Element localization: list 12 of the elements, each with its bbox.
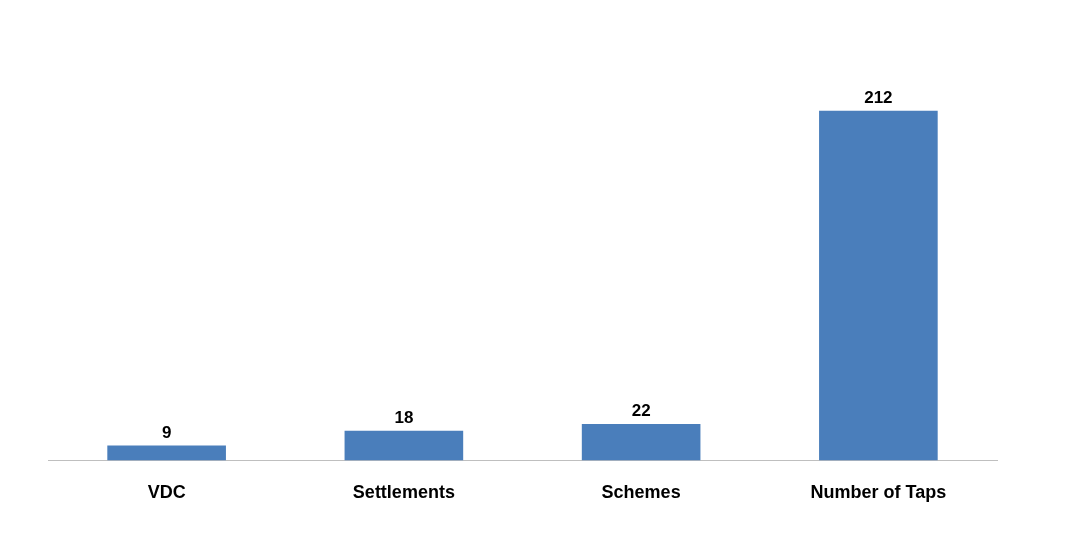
data-label: 22: [631, 401, 651, 421]
data-label: 212: [864, 87, 893, 107]
data-label: 9: [161, 422, 172, 442]
bar: [581, 424, 701, 461]
bar: [819, 110, 938, 461]
x-tick-label: Schemes: [601, 482, 681, 503]
x-tick-label: VDC: [147, 482, 186, 503]
x-tick-label: Number of Taps: [810, 482, 947, 503]
x-tick-label: Settlements: [352, 482, 455, 503]
data-label: 18: [394, 407, 414, 427]
bar: [107, 445, 226, 461]
bar: [344, 430, 464, 461]
